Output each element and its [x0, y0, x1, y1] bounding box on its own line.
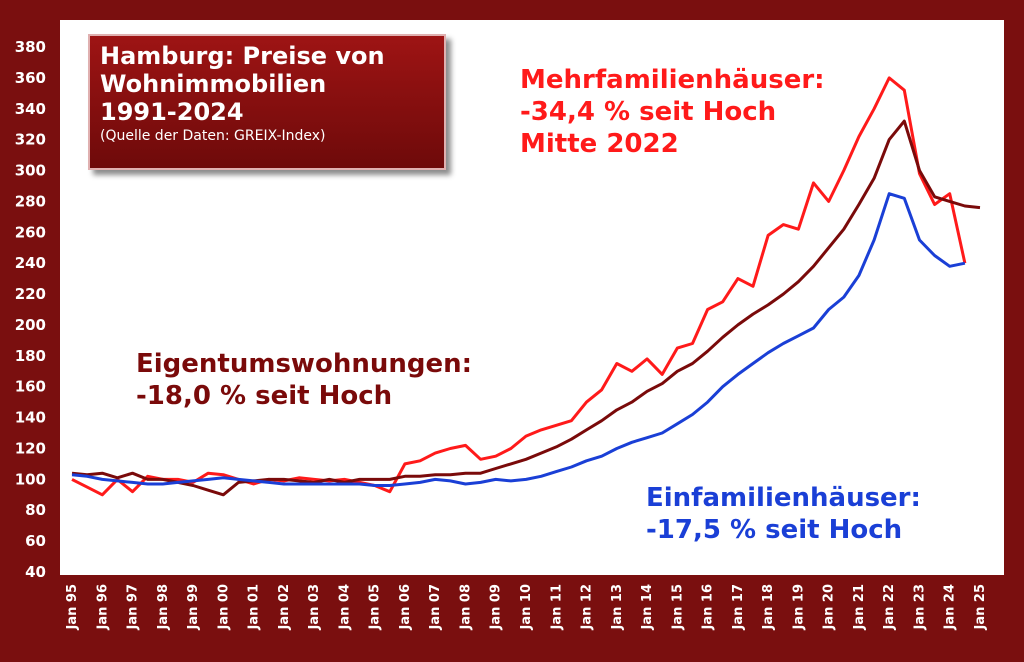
y-tick-label: 100: [15, 470, 46, 488]
y-tick-label: 280: [15, 192, 46, 210]
y-tick-label: 340: [15, 100, 46, 118]
x-tick-label: Jan 08: [458, 584, 473, 630]
x-tick-label: Jan 15: [670, 584, 685, 630]
x-tick-label: Jan 13: [610, 584, 625, 630]
y-tick-label: 220: [15, 285, 46, 303]
x-tick-label: Jan 19: [791, 584, 806, 630]
x-tick-label: Jan 09: [489, 584, 504, 630]
x-tick-label: Jan 04: [337, 584, 352, 630]
x-tick-label: Jan 06: [398, 584, 413, 630]
x-tick-label: Jan 98: [156, 584, 171, 630]
y-tick-label: 200: [15, 316, 46, 334]
x-tick-label: Jan 17: [731, 584, 746, 630]
x-tick-label: Jan 11: [549, 584, 564, 630]
x-tick-label: Jan 18: [761, 584, 776, 630]
y-tick-label: 40: [25, 563, 46, 581]
x-tick-label: Jan 16: [701, 584, 716, 630]
x-tick-label: Jan 22: [882, 584, 897, 630]
annotation-einfamilienhaeuser: Einfamilienhäuser: -17,5 % seit Hoch: [646, 483, 921, 545]
y-tick-label: 180: [15, 347, 46, 365]
x-tick-label: Jan 05: [368, 584, 383, 630]
x-tick-label: Jan 95: [65, 584, 80, 630]
x-tick-label: Jan 00: [216, 584, 231, 630]
x-axis-ticks: Jan 95 Jan 96 Jan 97 Jan 98 Jan 99 Jan 00 Jan …: [65, 584, 988, 630]
y-tick-label: 260: [15, 223, 46, 241]
y-tick-label: 140: [15, 409, 46, 427]
series-line-0: [71, 76, 967, 497]
chart-subtitle: (Quelle der Daten: GREIX-Index): [100, 128, 326, 144]
series-lines: [71, 76, 981, 497]
y-tick-label: 240: [15, 254, 46, 272]
x-tick-label: Jan 07: [428, 584, 443, 630]
series-line-1: [71, 119, 981, 497]
annotation-mehrfamilienhaeuser: Mehrfamilienhäuser: -34,4 % seit Hoch Mi…: [520, 65, 825, 159]
x-tick-label: Jan 02: [277, 584, 292, 630]
x-tick-label: Jan 10: [519, 584, 534, 630]
y-tick-label: 60: [25, 532, 46, 550]
x-tick-label: Jan 24: [943, 584, 958, 630]
x-tick-label: Jan 96: [95, 584, 110, 630]
y-tick-label: 380: [15, 38, 46, 56]
chart-title: Hamburg: Preise von Wohnimmobilien 1991-…: [100, 42, 385, 126]
y-tick-label: 120: [15, 439, 46, 457]
x-tick-label: Jan 23: [912, 584, 927, 630]
x-tick-label: Jan 21: [852, 584, 867, 630]
x-tick-label: Jan 20: [822, 584, 837, 630]
x-tick-label: Jan 99: [186, 584, 201, 630]
y-tick-label: 160: [15, 378, 46, 396]
x-tick-label: Jan 97: [126, 584, 141, 630]
x-tick-label: Jan 03: [307, 584, 322, 630]
series-line-2: [71, 192, 966, 487]
x-tick-label: Jan 25: [973, 584, 988, 630]
y-tick-label: 360: [15, 69, 46, 87]
x-tick-label: Jan 14: [640, 584, 655, 630]
y-axis-ticks: 40 60 80 100 120 140 160 180 200 220 240 260 280 300 3…: [15, 38, 46, 581]
annotation-eigentumswohnungen: Eigentumswohnungen: -18,0 % seit Hoch: [136, 349, 473, 411]
y-tick-label: 80: [25, 501, 46, 519]
x-tick-label: Jan 12: [580, 584, 595, 630]
x-tick-label: Jan 01: [247, 584, 262, 630]
title-box: Hamburg: Preise von Wohnimmobilien 1991-…: [88, 34, 446, 170]
y-tick-label: 300: [15, 162, 46, 180]
y-tick-label: 320: [15, 131, 46, 149]
